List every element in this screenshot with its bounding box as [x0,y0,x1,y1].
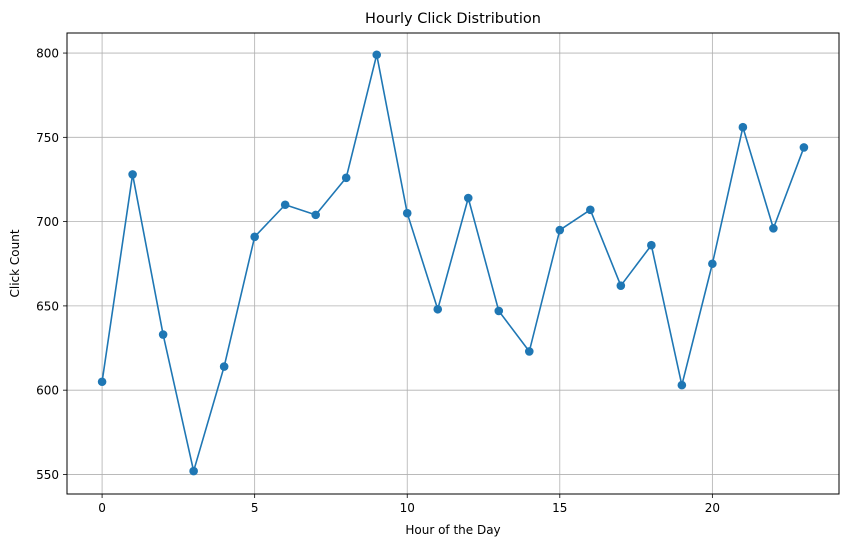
y-axis-label: Click Count [8,229,22,297]
data-point [708,259,717,269]
x-tick-label: 20 [705,501,720,515]
x-tick-label: 10 [400,501,415,515]
data-point [280,200,290,210]
y-tick-label: 550 [36,468,59,482]
data-point [799,143,809,152]
chart-title: Hourly Click Distribution [365,11,541,27]
data-point [219,362,229,371]
y-tick-label: 600 [36,384,59,398]
data-point [677,380,687,390]
y-tick-label: 700 [36,215,59,229]
data-point [372,50,382,60]
data-point [586,205,595,215]
data-point [738,122,748,132]
plot-area-frame [66,32,840,495]
x-axis-ticks: 0 5 10 15 20 [98,494,720,515]
data-point [158,330,168,339]
x-tick-label: 0 [98,501,106,515]
data-point-layer [97,50,809,476]
y-tick-label: 650 [36,299,59,313]
data-point [433,304,443,314]
data-point [647,240,656,250]
y-tick-label: 750 [36,131,59,145]
x-axis-label: Hour of the Day [405,523,500,537]
data-point [128,170,137,179]
x-tick-label: 15 [552,501,567,515]
data-point [311,210,320,220]
data-point [189,466,198,476]
data-point [555,225,565,235]
data-point [402,208,412,218]
data-point [341,173,351,183]
series-line-layer [101,53,805,472]
y-axis-ticks: 550 600 650 700 750 800 [36,47,67,482]
x-tick-label: 5 [251,501,259,515]
data-point [463,193,473,203]
data-point [97,377,107,387]
series-line [101,53,805,472]
data-point [616,281,626,290]
data-point [769,224,778,233]
data-point [250,232,259,242]
y-tick-label: 800 [36,47,59,61]
data-point [494,306,504,316]
data-point [524,347,534,356]
